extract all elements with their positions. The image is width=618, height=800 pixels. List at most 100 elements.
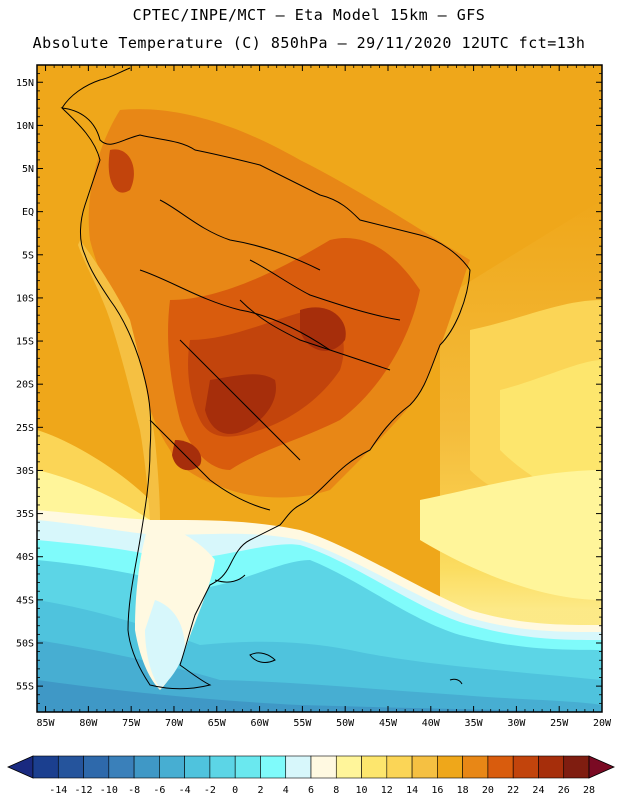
border-line-2 <box>139 269 331 351</box>
colorbar-label: 28 <box>583 785 595 796</box>
lat-label: 45S <box>16 595 34 606</box>
colorbar-label: 22 <box>507 785 519 796</box>
coastline-south-america <box>60 107 471 690</box>
lon-label: 40W <box>422 718 441 729</box>
field-atlantic-14 <box>500 360 602 500</box>
colorbar-label: -8 <box>128 785 140 796</box>
colorbar-over-arrow <box>588 755 615 779</box>
lon-label: 20W <box>593 718 612 729</box>
colorbar-swatch <box>563 755 590 779</box>
colorbar-swatch <box>487 755 514 779</box>
colorbar-swatch <box>83 755 110 779</box>
lat-label: 50S <box>16 638 34 649</box>
colorbar-swatch <box>260 755 287 779</box>
south-georgia <box>449 678 463 685</box>
colorbar-swatch <box>310 755 337 779</box>
colorbar-under-arrow <box>7 755 34 779</box>
lat-label: 5S <box>22 250 34 261</box>
lon-label: 75W <box>122 718 141 729</box>
temperature-field <box>37 65 602 712</box>
falklands <box>249 652 276 663</box>
field-hotspot-chaco <box>172 440 202 471</box>
field-hotspot-colombia <box>108 149 134 193</box>
colorbar-swatch <box>209 755 236 779</box>
field-andes-cool <box>78 240 160 520</box>
colorbar-label: 10 <box>356 785 368 796</box>
border-line-6 <box>249 259 401 321</box>
border-line-4 <box>149 419 271 511</box>
field-hotspot-mato-grosso <box>300 307 346 351</box>
colorbar-label: 6 <box>308 785 314 796</box>
field-cold-band-m4 <box>37 640 602 712</box>
lon-label: 45W <box>379 718 398 729</box>
colorbar-label: 0 <box>232 785 238 796</box>
lat-label: 40S <box>16 552 34 563</box>
lon-label: 70W <box>165 718 184 729</box>
border-line-3 <box>179 339 301 461</box>
colorbar-label: 16 <box>431 785 443 796</box>
colorbar-label: 24 <box>532 785 544 796</box>
lat-label: 10S <box>16 293 34 304</box>
lat-labels: 15N 10N 5N EQ 5S 10S 15S 20S 25S 30S 35S 40S 45S 50S 5… <box>16 78 34 693</box>
colorbar-label: 20 <box>482 785 494 796</box>
colorbar-swatch <box>361 755 388 779</box>
lat-label: 15N <box>16 78 34 89</box>
border-line-5 <box>239 299 391 371</box>
colorbar-label: 4 <box>283 785 289 796</box>
colorbar-label: -12 <box>75 785 93 796</box>
lat-label: 15S <box>16 337 34 348</box>
colorbar-swatch <box>335 755 362 779</box>
coastline-central-america <box>61 67 131 109</box>
colorbar-swatch <box>159 755 185 779</box>
lat-label: 25S <box>16 423 34 434</box>
lon-labels: 85W 80W 75W 70W 65W 60W 55W 50W 45W 40W 35W 30W 25W 2… <box>37 718 612 729</box>
colorbar-swatch <box>437 755 463 779</box>
colorbar-swatch <box>108 755 135 779</box>
field-cold-band-m6 <box>37 680 602 712</box>
border-line-1 <box>159 199 321 271</box>
colorbar-swatch <box>411 755 438 779</box>
lon-label: 35W <box>465 718 484 729</box>
colorbar-swatch <box>512 755 539 779</box>
colorbar-label: 12 <box>381 785 393 796</box>
lon-label: 55W <box>293 718 312 729</box>
lat-label: 30S <box>16 466 34 477</box>
title-line-1: CPTEC/INPE/MCT – Eta Model 15km – GFS <box>132 6 486 24</box>
field-continent-26 <box>205 374 276 434</box>
lat-label: EQ <box>22 207 34 218</box>
lon-label: 85W <box>37 718 56 729</box>
colorbar-label: -14 <box>49 785 67 796</box>
lon-label: 50W <box>336 718 355 729</box>
lat-label: 20S <box>16 380 34 391</box>
axis-ticks <box>36 64 603 713</box>
colorbar-swatch <box>462 755 489 779</box>
colorbar-swatch <box>538 755 565 779</box>
coastline-peninsula <box>214 574 246 583</box>
lon-label: 30W <box>507 718 526 729</box>
colorbar-label: -6 <box>153 785 165 796</box>
colorbar-label: 14 <box>406 785 418 796</box>
colorbar-label: 26 <box>558 785 570 796</box>
colorbar-swatch <box>234 755 261 779</box>
colorbar-label: -2 <box>204 785 216 796</box>
title-line-2: Absolute Temperature (C) 850hPa – 29/11/… <box>32 34 586 52</box>
lat-label: 5N <box>22 164 34 175</box>
colorbar-swatch <box>32 755 59 779</box>
colorbar-swatch <box>184 755 211 779</box>
colorbar-label: -10 <box>100 785 118 796</box>
lon-label: 25W <box>550 718 569 729</box>
field-atlantic-12 <box>420 470 602 600</box>
lat-label: 10N <box>16 121 34 132</box>
colorbar-swatch <box>57 755 84 779</box>
coastline <box>60 67 471 690</box>
colorbar-swatch <box>386 755 413 779</box>
lat-label: 35S <box>16 509 34 520</box>
colorbar-label: -4 <box>179 785 191 796</box>
colorbar-swatch <box>133 755 160 779</box>
lon-label: 80W <box>79 718 98 729</box>
colorbar-label: 2 <box>257 785 263 796</box>
field-patagonia-south <box>145 600 185 688</box>
colorbar <box>7 755 615 779</box>
lon-label: 60W <box>251 718 270 729</box>
